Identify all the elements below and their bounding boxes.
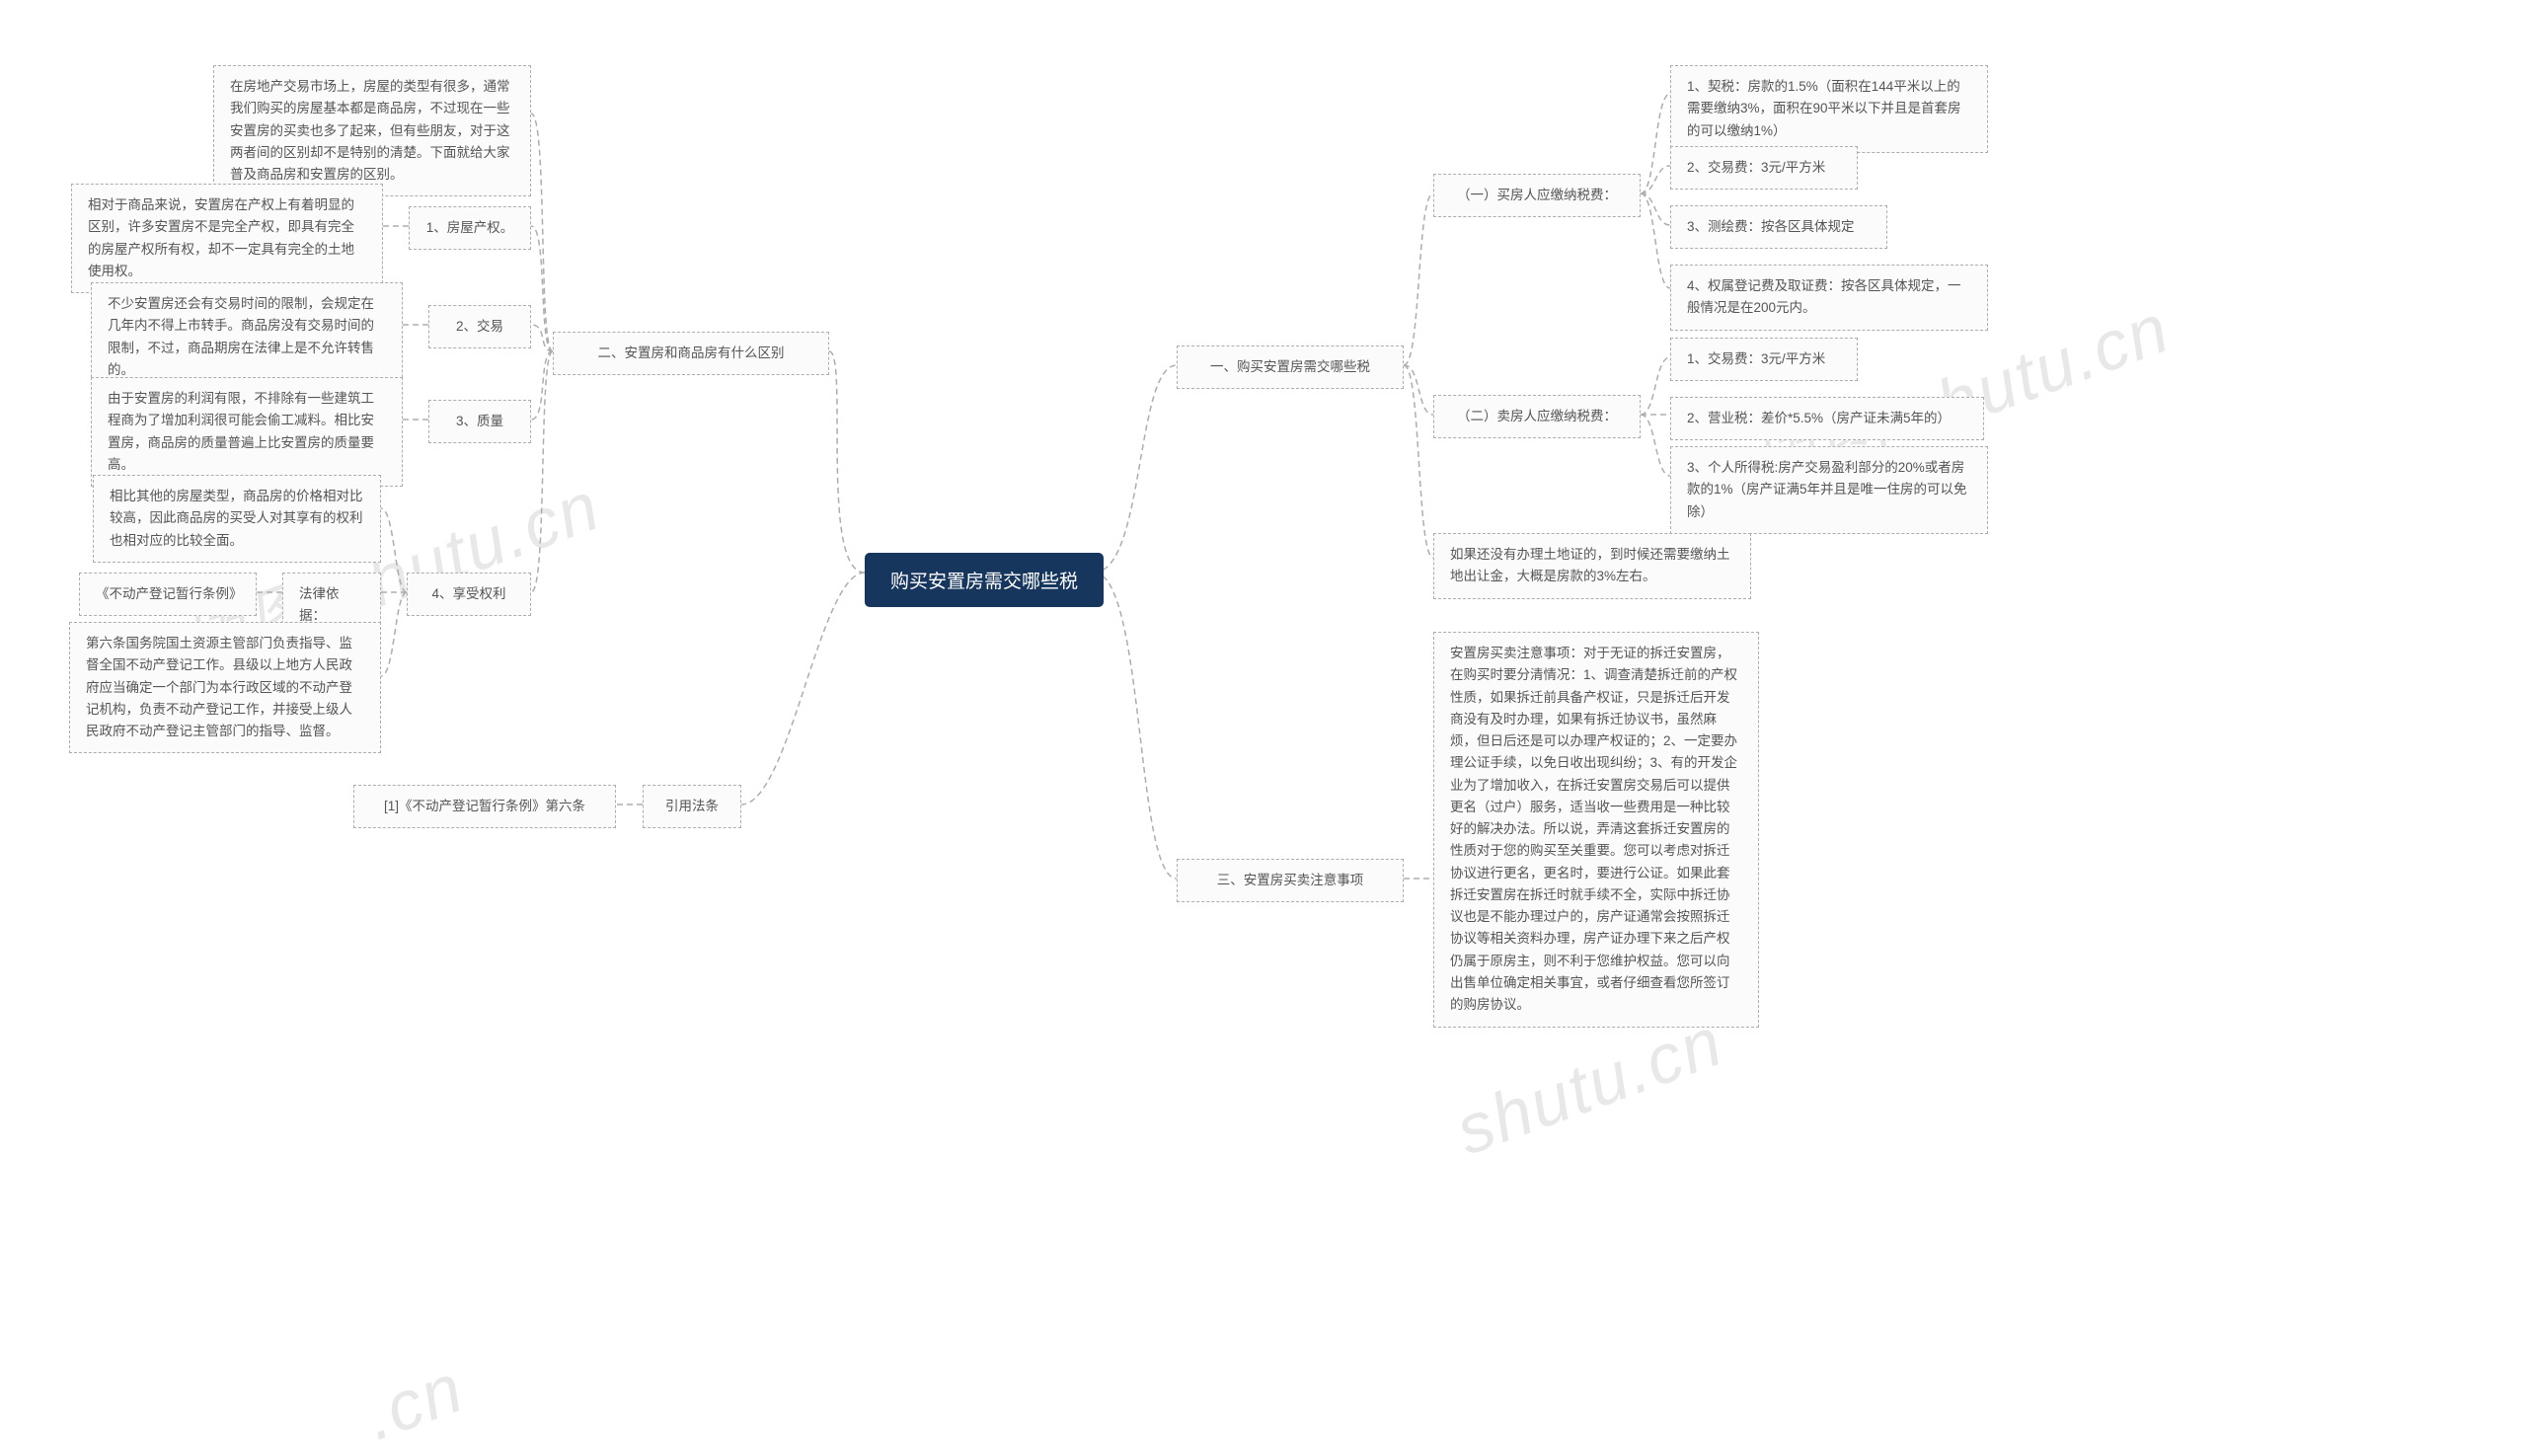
branch-2-item-4-legal-ref: 《不动产登记暂行条例》 xyxy=(79,573,257,616)
branch-2-intro: 在房地产交易市场上，房屋的类型有很多，通常我们购买的房屋基本都是商品房，不过现在… xyxy=(213,65,531,196)
branch-3-title: 三、安置房买卖注意事项 xyxy=(1177,859,1404,902)
branch-2-item-4-text: 相比其他的房屋类型，商品房的价格相对比较高，因此商品房的买受人对其享有的权利也相… xyxy=(93,475,381,563)
buyer-title: （一）买房人应缴纳税费： xyxy=(1433,174,1641,217)
branch-2-item-1-text: 相对于商品来说，安置房在产权上有着明显的区别，许多安置房不是完全产权，即具有完全… xyxy=(71,184,383,293)
branch-1-title: 一、购买安置房需交哪些税 xyxy=(1177,345,1404,389)
buyer-item-3: 3、测绘费：按各区具体规定 xyxy=(1670,205,1887,249)
branch-2-item-4-legal-text: 第六条国务院国土资源主管部门负责指导、监督全国不动产登记工作。县级以上地方人民政… xyxy=(69,622,381,753)
branch-3-text: 安置房买卖注意事项：对于无证的拆迁安置房，在购买时要分清情况：1、调查清楚拆迁前… xyxy=(1433,632,1759,1028)
root-node: 购买安置房需交哪些税 xyxy=(865,553,1104,607)
buyer-item-1: 1、契税：房款的1.5%（面积在144平米以上的需要缴纳3%，面积在90平米以下… xyxy=(1670,65,1988,153)
watermark: .cn xyxy=(354,1347,474,1455)
buyer-item-4: 4、权属登记费及取证费：按各区具体规定，一般情况是在200元内。 xyxy=(1670,265,1988,331)
branch-2-item-4-label: 4、享受权利 xyxy=(407,573,531,616)
branch-2-title: 二、安置房和商品房有什么区别 xyxy=(553,332,829,375)
seller-title: （二）卖房人应缴纳税费： xyxy=(1433,395,1641,438)
seller-item-2: 2、营业税：差价*5.5%（房产证未满5年的） xyxy=(1670,397,1984,440)
branch-1-note: 如果还没有办理土地证的，到时候还需要缴纳土地出让金，大概是房款的3%左右。 xyxy=(1433,533,1751,599)
branch-2-item-3-label: 3、质量 xyxy=(428,400,531,443)
branch-2-item-1-label: 1、房屋产权。 xyxy=(409,206,531,250)
cite-title: 引用法条 xyxy=(643,785,741,828)
seller-item-1: 1、交易费：3元/平方米 xyxy=(1670,338,1858,381)
buyer-item-2: 2、交易费：3元/平方米 xyxy=(1670,146,1858,190)
branch-2-item-2-text: 不少安置房还会有交易时间的限制，会规定在几年内不得上市转手。商品房没有交易时间的… xyxy=(91,282,403,392)
seller-item-3: 3、个人所得税:房产交易盈利部分的20%或者房款的1%（房产证满5年并且是唯一住… xyxy=(1670,446,1988,534)
branch-2-item-3-text: 由于安置房的利润有限，不排除有一些建筑工程商为了增加利润很可能会偷工减料。相比安… xyxy=(91,377,403,487)
branch-2-item-2-label: 2、交易 xyxy=(428,305,531,348)
cite-text: [1]《不动产登记暂行条例》第六条 xyxy=(353,785,616,828)
